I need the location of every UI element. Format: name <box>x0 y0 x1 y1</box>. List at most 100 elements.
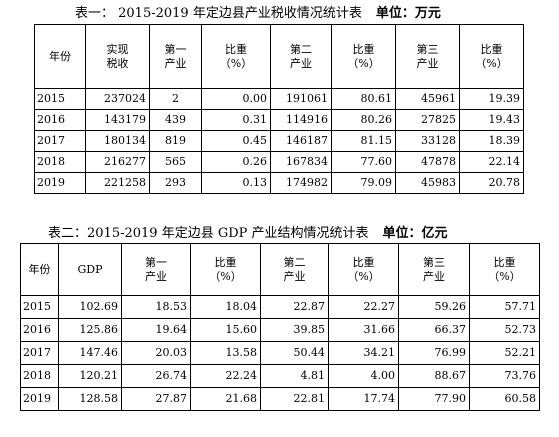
table1-value-cell: 20.78 <box>459 172 524 194</box>
table1-title: 表一： 2015-2019 年定边县产业税收情况统计表 <box>75 6 362 21</box>
table2-row: 2018 120.21 26.74 22.24 4.81 4.00 88.67 73.76 <box>20 364 540 388</box>
table2-value-cell: 50.44 <box>260 341 329 365</box>
table2-year-cell: 2019 <box>20 387 59 411</box>
table2-value-cell: 59.26 <box>398 295 470 319</box>
table2-value-cell: 120.21 <box>58 364 122 388</box>
table2-header-cell: 年份 <box>20 243 59 296</box>
table2-value-cell: 57.71 <box>469 295 540 319</box>
table1-header-cell: 比重 （%） <box>331 24 396 89</box>
table1-value-cell: 174982 <box>270 172 332 194</box>
table1-header-cell: 实现 税收 <box>85 24 150 89</box>
table2-value-cell: 20.03 <box>121 341 191 365</box>
table2-value-cell: 22.87 <box>260 295 329 319</box>
table2-value-cell: 22.81 <box>260 387 329 411</box>
table2-title-line: 表二：2015-2019 年定边县 GDP 产业结构情况统计表 单位：亿元 <box>48 226 448 242</box>
table2-value-cell: 18.53 <box>121 295 191 319</box>
table1-value-cell: 0.26 <box>201 151 271 173</box>
table1-value-cell: 146187 <box>270 130 332 152</box>
table2-value-cell: 52.73 <box>469 318 540 342</box>
table1-value-cell: 2 <box>149 88 202 110</box>
table1-value-cell: 0.00 <box>201 88 271 110</box>
table2-year-cell: 2017 <box>20 341 59 365</box>
table1-value-cell: 80.61 <box>331 88 396 110</box>
table2-value-cell: 73.76 <box>469 364 540 388</box>
table1-value-cell: 77.60 <box>331 151 396 173</box>
table2-row: 2017 147.46 20.03 13.58 50.44 34.21 76.99 52.21 <box>20 341 540 365</box>
table2-header-cell: GDP <box>58 243 122 296</box>
table1-row: 2015 237024 2 0.00 191061 80.61 45961 19.39 <box>34 88 524 110</box>
table1-value-cell: 819 <box>149 130 202 152</box>
table1-year-cell: 2016 <box>34 109 86 131</box>
table1-value-cell: 19.39 <box>459 88 524 110</box>
table2-value-cell: 15.60 <box>190 318 261 342</box>
table2-header-row: 年份 GDP 第一 产业 比重 （%） 第二 产业 比重 （%） 第三 产业 比重 （%） <box>20 243 540 296</box>
table2-value-cell: 4.00 <box>328 364 399 388</box>
table1-value-cell: 191061 <box>270 88 332 110</box>
table2-body: 2015 102.69 18.53 18.04 22.87 22.27 59.26 57.71… <box>20 295 540 411</box>
table1-value-cell: 45961 <box>395 88 460 110</box>
table1-value-cell: 565 <box>149 151 202 173</box>
table1-value-cell: 180134 <box>85 130 150 152</box>
table2-value-cell: 26.74 <box>121 364 191 388</box>
table1-header-cell: 第三 产业 <box>395 24 460 89</box>
table2-year-cell: 2015 <box>20 295 59 319</box>
table2-header-cell: 第二 产业 <box>260 243 329 296</box>
table2-value-cell: 27.87 <box>121 387 191 411</box>
table2-value-cell: 21.68 <box>190 387 261 411</box>
table1-value-cell: 47878 <box>395 151 460 173</box>
table1-header-cell: 第一 产业 <box>149 24 202 89</box>
table2-header-cell: 比重 （%） <box>190 243 261 296</box>
table2-value-cell: 13.58 <box>190 341 261 365</box>
table2-value-cell: 4.81 <box>260 364 329 388</box>
table2-unit: 单位：亿元 <box>382 226 448 241</box>
table1-title-line: 表一： 2015-2019 年定边县产业税收情况统计表 单位：万元 <box>75 6 441 22</box>
table1-row: 2016 143179 439 0.31 114916 80.26 27825 19.43 <box>34 109 524 131</box>
table2-value-cell: 60.58 <box>469 387 540 411</box>
table1-year-cell: 2018 <box>34 151 86 173</box>
table2-year-cell: 2018 <box>20 364 59 388</box>
table2-row: 2015 102.69 18.53 18.04 22.87 22.27 59.26 57.71 <box>20 295 540 319</box>
table1-value-cell: 237024 <box>85 88 150 110</box>
table2-value-cell: 22.27 <box>328 295 399 319</box>
table2-gdp-structure: 年份 GDP 第一 产业 比重 （%） 第二 产业 比重 （%） 第三 产业 比重 （%） 2… <box>20 243 540 411</box>
table2-header-cell: 比重 （%） <box>469 243 540 296</box>
table2-value-cell: 39.85 <box>260 318 329 342</box>
table2-row: 2016 125.86 19.64 15.60 39.85 31.66 66.37 52.73 <box>20 318 540 342</box>
table1-year-cell: 2015 <box>34 88 86 110</box>
table1-unit: 单位：万元 <box>375 6 441 21</box>
table2-value-cell: 125.86 <box>58 318 122 342</box>
table2-value-cell: 31.66 <box>328 318 399 342</box>
table2-value-cell: 17.74 <box>328 387 399 411</box>
table1-value-cell: 114916 <box>270 109 332 131</box>
table2-value-cell: 102.69 <box>58 295 122 319</box>
table1-value-cell: 18.39 <box>459 130 524 152</box>
table2-value-cell: 66.37 <box>398 318 470 342</box>
table1-value-cell: 216277 <box>85 151 150 173</box>
table2-header-cell: 第一 产业 <box>121 243 191 296</box>
table2-value-cell: 77.90 <box>398 387 470 411</box>
table2-value-cell: 22.24 <box>190 364 261 388</box>
table1-header-row: 年份 实现 税收 第一 产业 比重 （%） 第二 产业 比重 （%） 第三 产业 比重 （%） <box>34 24 524 89</box>
table2-value-cell: 52.21 <box>469 341 540 365</box>
table1-value-cell: 143179 <box>85 109 150 131</box>
table1-header-cell: 比重 （%） <box>201 24 271 89</box>
table1-value-cell: 79.09 <box>331 172 396 194</box>
table1-row: 2018 216277 565 0.26 167834 77.60 47878 22.14 <box>34 151 524 173</box>
table2-value-cell: 19.64 <box>121 318 191 342</box>
table1-value-cell: 0.13 <box>201 172 271 194</box>
table1-value-cell: 439 <box>149 109 202 131</box>
table1-value-cell: 221258 <box>85 172 150 194</box>
table2-row: 2019 128.58 27.87 21.68 22.81 17.74 77.90 60.58 <box>20 387 540 411</box>
table1-year-cell: 2017 <box>34 130 86 152</box>
table1-value-cell: 19.43 <box>459 109 524 131</box>
table1-value-cell: 81.15 <box>331 130 396 152</box>
table2-year-cell: 2016 <box>20 318 59 342</box>
table2-title: 表二：2015-2019 年定边县 GDP 产业结构情况统计表 <box>48 226 369 241</box>
table2-value-cell: 128.58 <box>58 387 122 411</box>
table1-tax-by-industry: 年份 实现 税收 第一 产业 比重 （%） 第二 产业 比重 （%） 第三 产业 比重 （%）… <box>34 24 524 194</box>
table2-value-cell: 88.67 <box>398 364 470 388</box>
table1-value-cell: 167834 <box>270 151 332 173</box>
table1-value-cell: 45983 <box>395 172 460 194</box>
table1-value-cell: 33128 <box>395 130 460 152</box>
table2-value-cell: 76.99 <box>398 341 470 365</box>
